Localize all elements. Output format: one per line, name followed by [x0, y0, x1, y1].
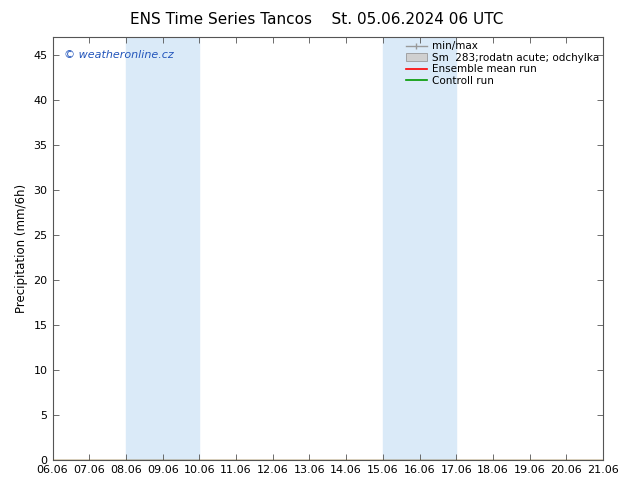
Text: ENS Time Series Tancos    St. 05.06.2024 06 UTC: ENS Time Series Tancos St. 05.06.2024 06…	[131, 12, 503, 27]
Text: © weatheronline.cz: © weatheronline.cz	[63, 50, 173, 60]
Y-axis label: Precipitation (mm/6h): Precipitation (mm/6h)	[15, 184, 28, 313]
Legend: min/max, Sm  283;rodatn acute; odchylka, Ensemble mean run, Controll run: min/max, Sm 283;rodatn acute; odchylka, …	[401, 37, 603, 90]
Bar	[126, 37, 199, 460]
Bar	[383, 37, 456, 460]
